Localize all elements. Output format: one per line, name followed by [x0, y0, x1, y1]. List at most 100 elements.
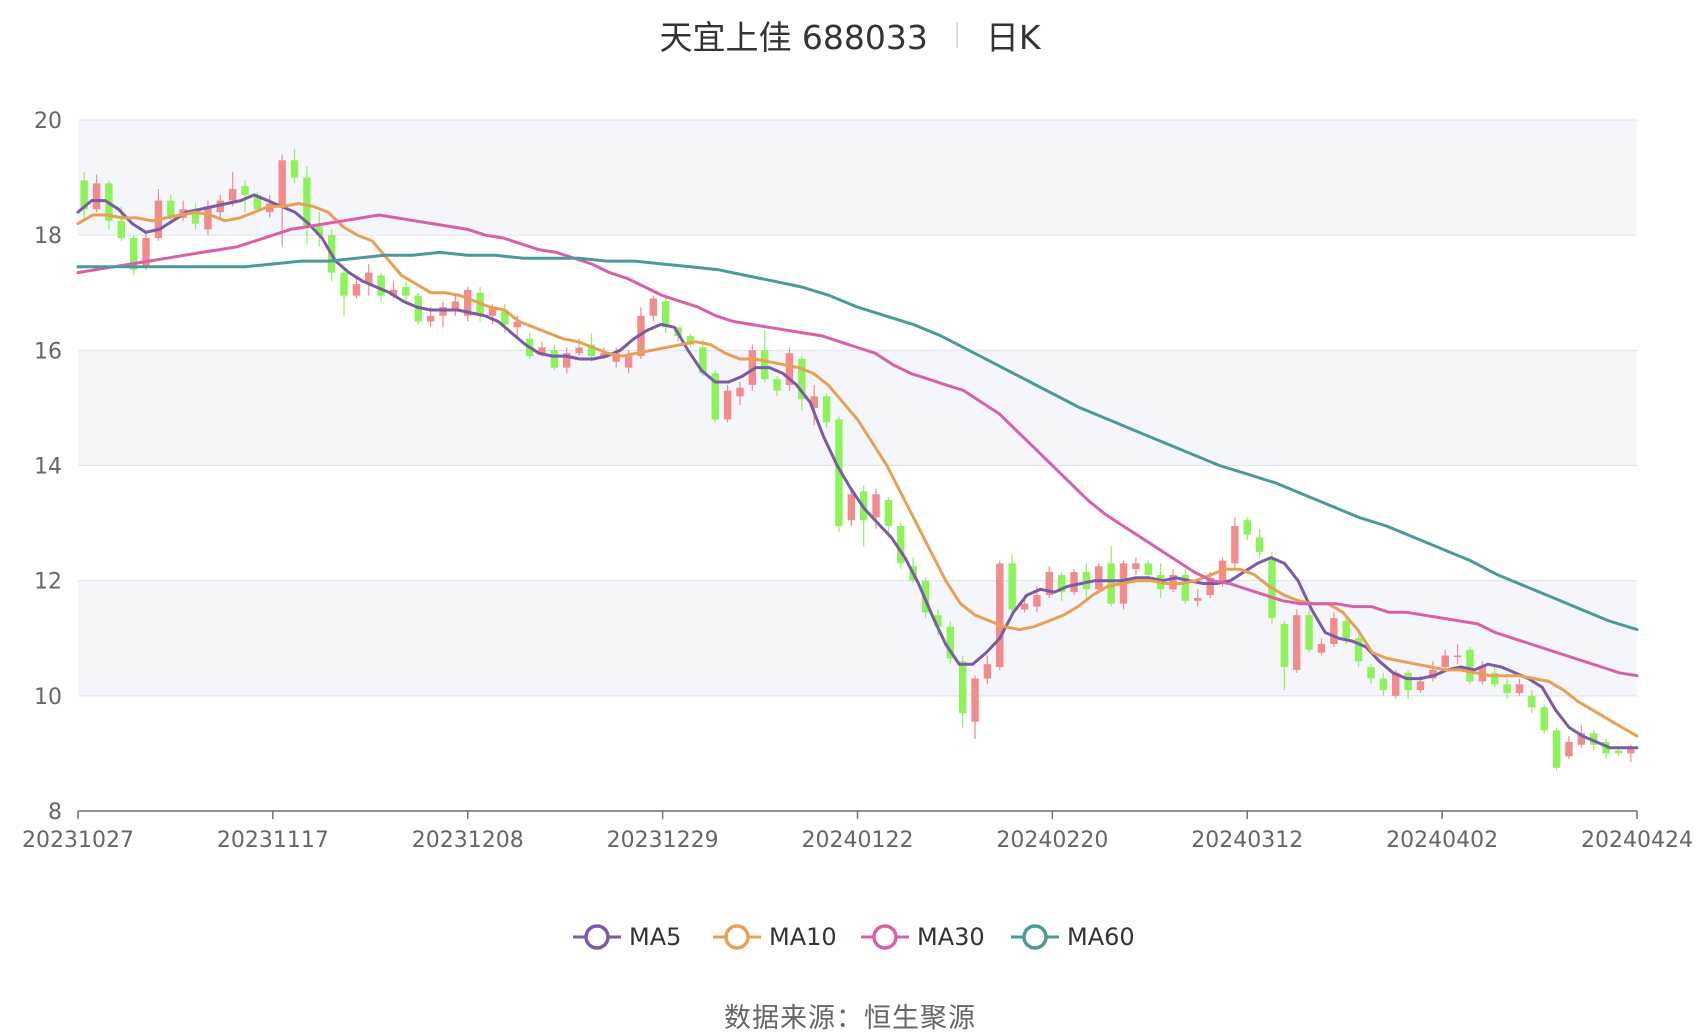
- grid-band: [78, 350, 1637, 466]
- candle-body: [1045, 572, 1053, 596]
- candle-body: [1082, 572, 1091, 590]
- candle-body: [92, 183, 101, 210]
- candle-body: [760, 350, 769, 380]
- legend-label: MA10: [769, 923, 837, 951]
- candle-body: [1429, 669, 1437, 679]
- moving-average-lines: [76, 193, 1639, 750]
- candle-body: [563, 353, 571, 368]
- candle-body: [365, 272, 373, 285]
- candle-body: [810, 396, 818, 408]
- legend-marker: [872, 924, 898, 950]
- candle-body: [1453, 655, 1462, 658]
- candle-body: [1132, 563, 1140, 570]
- candle-body: [129, 238, 138, 270]
- grid-band: [78, 580, 1637, 696]
- candle-body: [736, 387, 744, 397]
- y-tick-label: 20: [34, 109, 62, 134]
- candle-body: [1627, 747, 1635, 754]
- candle-body: [884, 500, 893, 526]
- candle-body: [1354, 638, 1363, 662]
- candle-body: [290, 160, 299, 178]
- title-separator: [955, 22, 958, 48]
- x-tick-label: 20240424: [1581, 828, 1693, 853]
- candle-body: [253, 194, 262, 210]
- legend-marker: [724, 924, 750, 950]
- candle-body: [117, 220, 126, 239]
- candle-body: [711, 373, 719, 420]
- candle-body: [1231, 525, 1239, 564]
- ma-line-ma30: [76, 213, 1639, 678]
- legend-item-ma10[interactable]: MA10: [713, 923, 837, 951]
- candle-body: [983, 664, 992, 679]
- candle-body: [662, 301, 670, 328]
- grid-bands: [78, 120, 1637, 811]
- legend-label: MA5: [629, 923, 681, 951]
- candle-body: [167, 200, 175, 218]
- candle-body: [1515, 684, 1524, 693]
- y-tick-label: 16: [34, 339, 62, 364]
- ma-line-ma5: [76, 193, 1639, 750]
- candle-body: [798, 358, 806, 400]
- y-tick-label: 12: [34, 570, 62, 595]
- candle-body: [897, 525, 905, 564]
- candle-body: [303, 177, 311, 227]
- candle-body: [1392, 672, 1400, 696]
- candle-body: [946, 626, 955, 659]
- candle-body: [575, 347, 583, 354]
- candle-body: [1107, 563, 1115, 604]
- candle-body: [996, 563, 1004, 668]
- candlesticks: [80, 148, 1635, 771]
- candle-body: [1565, 741, 1573, 757]
- candle-body: [958, 661, 967, 714]
- candle-body: [1589, 733, 1598, 745]
- candle-body: [1490, 672, 1499, 685]
- candle-body: [1008, 563, 1016, 610]
- candle-body: [847, 494, 856, 521]
- y-tick-label: 10: [34, 685, 62, 710]
- candle-body: [513, 321, 521, 328]
- candle-body: [241, 186, 249, 195]
- candle-body: [1528, 695, 1536, 708]
- candle-body: [624, 356, 633, 368]
- legend-label: MA30: [917, 923, 985, 951]
- candle-body: [315, 226, 323, 236]
- candle-body: [723, 390, 732, 420]
- grid-band: [78, 235, 1637, 351]
- candle-body: [1255, 537, 1264, 552]
- period-label[interactable]: 日K: [985, 18, 1041, 57]
- candle-body: [389, 289, 398, 296]
- candle-body: [1194, 597, 1202, 601]
- candle-body: [377, 275, 385, 296]
- candle-body: [748, 350, 757, 385]
- candle-body: [204, 206, 212, 230]
- candle-body: [340, 272, 348, 296]
- legend-item-ma30[interactable]: MA30: [861, 923, 985, 951]
- candle-body: [80, 180, 88, 210]
- candle-body: [278, 160, 286, 207]
- x-tick-label: 20240312: [1191, 828, 1303, 853]
- legend-item-ma60[interactable]: MA60: [1011, 923, 1135, 951]
- candle-body: [822, 396, 831, 423]
- source-value: 恒生聚源: [864, 1003, 976, 1034]
- candle-body: [587, 344, 596, 357]
- legend: MA5 MA10 MA30 MA60: [573, 923, 1135, 951]
- candle-body: [1342, 620, 1350, 639]
- candle-body: [1317, 644, 1326, 653]
- candle-body: [934, 615, 942, 627]
- candle-body: [1466, 649, 1474, 682]
- legend-item-ma5[interactable]: MA5: [573, 923, 681, 951]
- chart-header: 天宜上佳 688033 日K: [0, 10, 1700, 60]
- candle-body: [402, 286, 410, 296]
- legend-marker: [1022, 924, 1048, 950]
- candle-body: [773, 379, 781, 391]
- candle-body: [1020, 603, 1029, 610]
- candle-body: [228, 189, 237, 201]
- candle-body: [1404, 672, 1412, 691]
- candle-body: [1503, 684, 1511, 693]
- legend-label: MA60: [1067, 923, 1135, 951]
- candle-body: [785, 353, 794, 385]
- candle-body: [612, 353, 620, 362]
- x-tick-label: 20231208: [412, 828, 524, 853]
- data-source: 数据来源：恒生聚源: [0, 996, 1700, 1035]
- x-tick-label: 20240220: [996, 828, 1108, 853]
